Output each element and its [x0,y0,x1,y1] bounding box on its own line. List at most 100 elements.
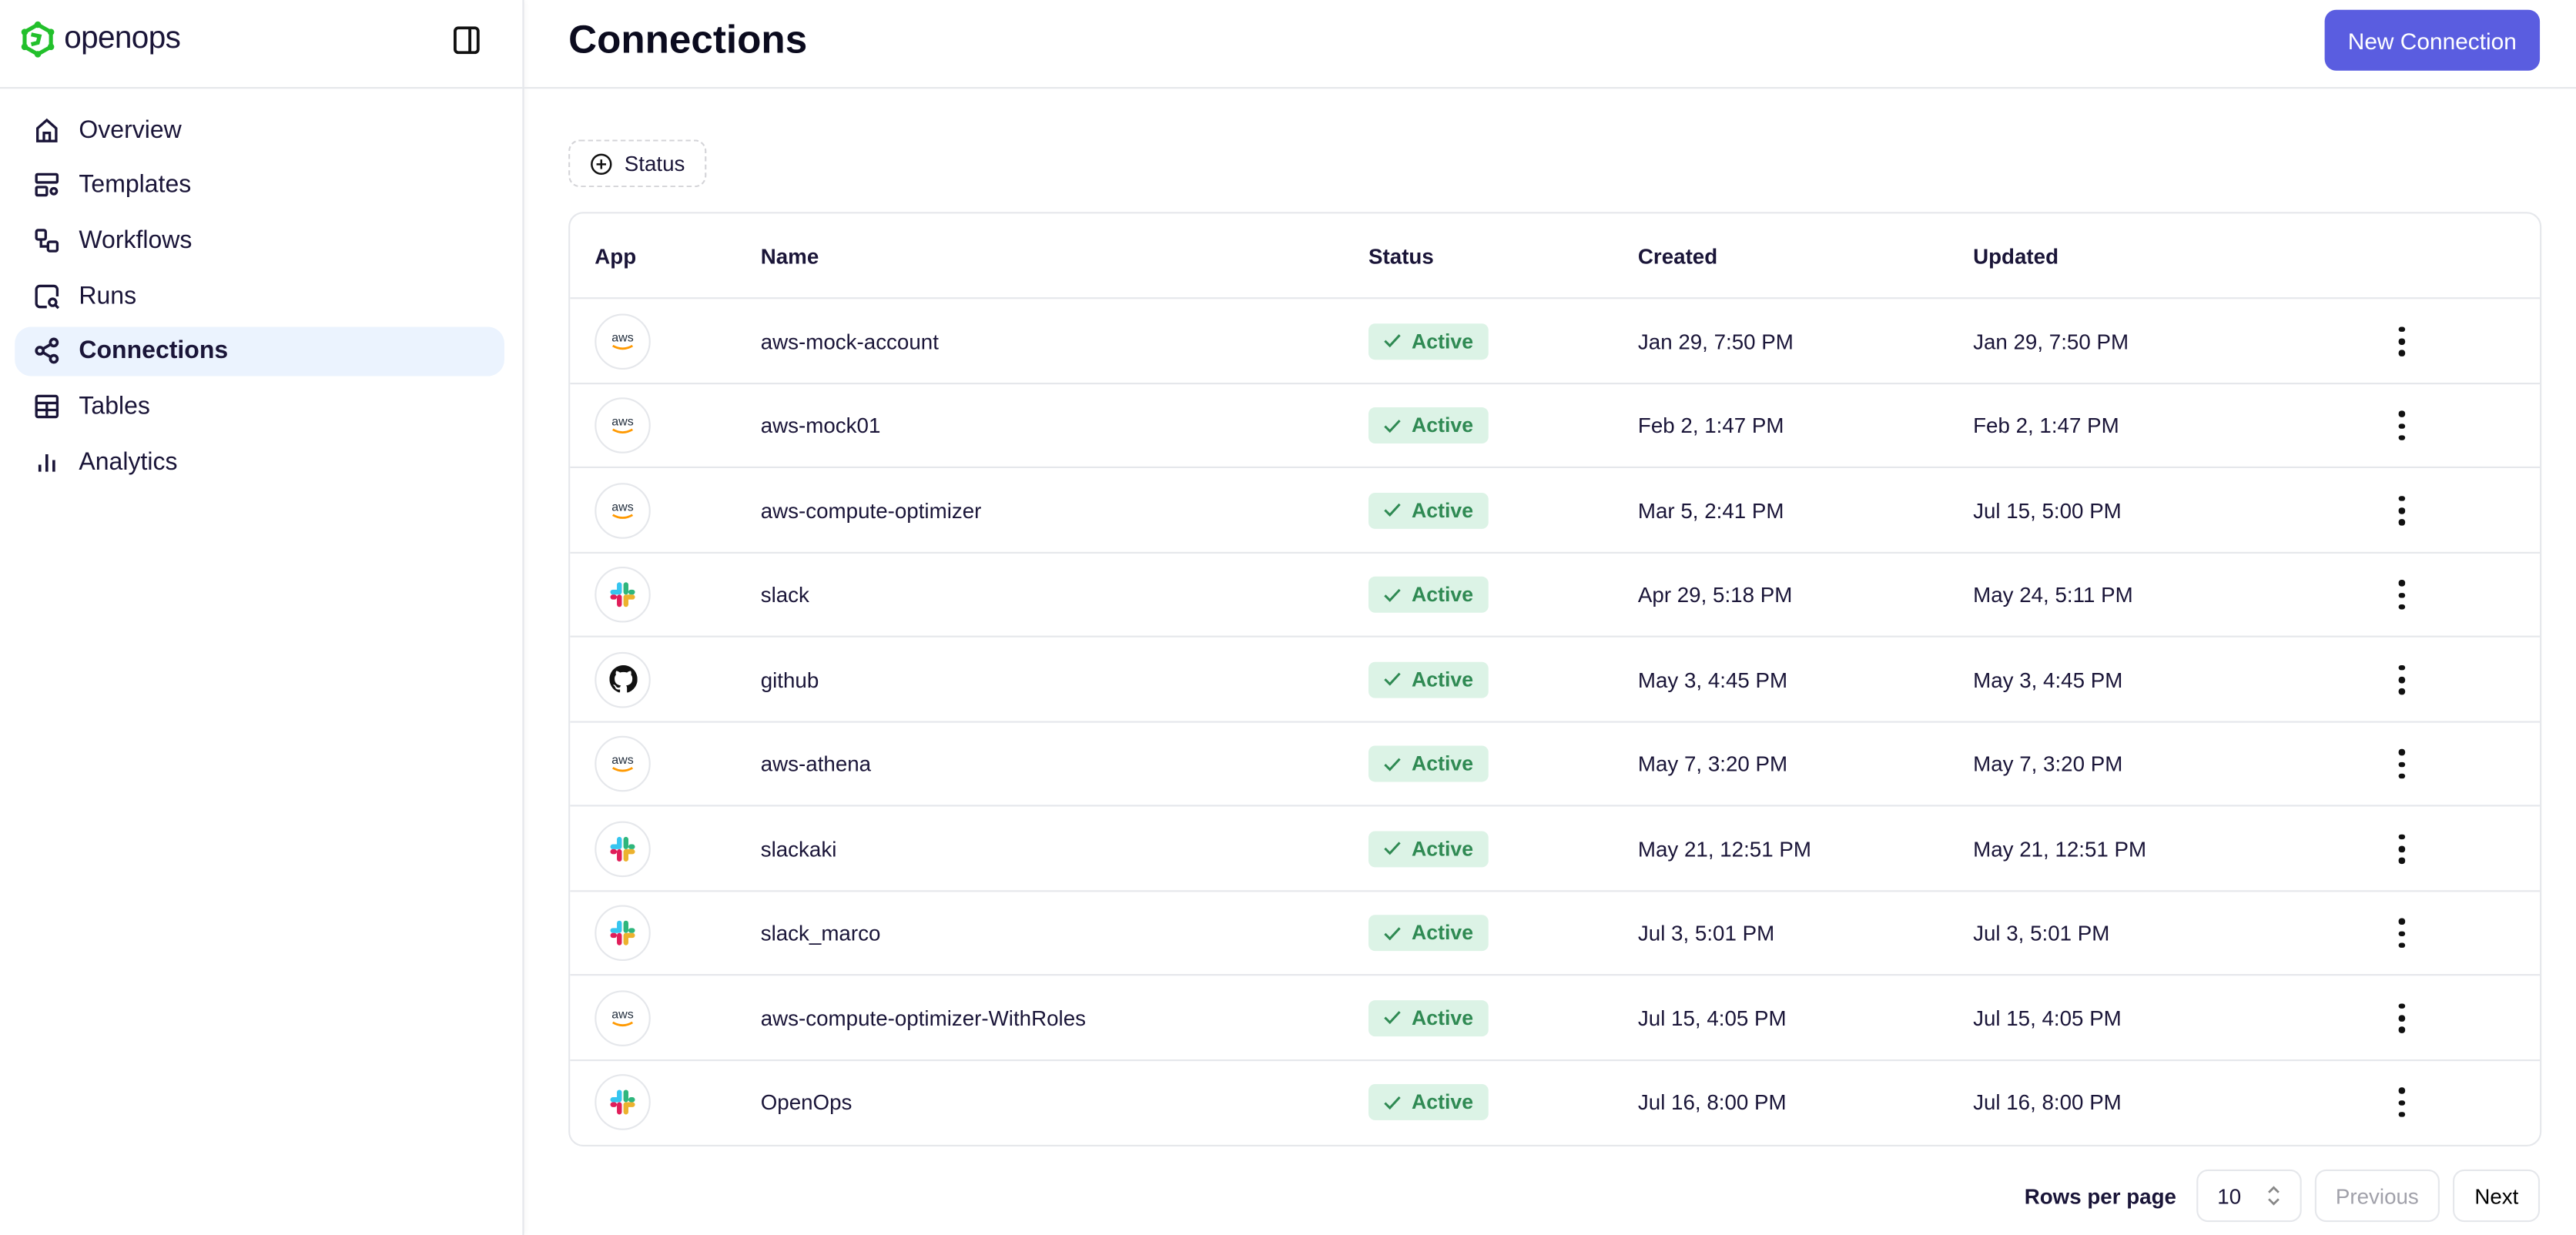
check-icon [1384,1096,1402,1109]
connections-table: App Name Status Created Updated aws aws-… [568,212,2542,1147]
app-icon-badge [595,567,651,624]
row-actions-button[interactable] [2393,663,2410,696]
connection-name: aws-compute-optimizer-WithRoles [760,1006,1087,1031]
status-badge: Active [1368,577,1489,614]
sidebar-item-label: Tables [79,392,150,420]
logo[interactable]: openops [20,20,181,59]
app-cell: aws [595,482,651,539]
table-row[interactable]: slackaki Active May 21, 12:51 PM May 21,… [570,805,2541,891]
table-row[interactable]: slack_marco Active Jul 3, 5:01 PM Jul 3,… [570,889,2541,976]
aws-icon: aws [611,416,634,434]
column-header-app[interactable]: App [595,243,637,268]
table-row[interactable]: aws aws-mock01 Active Feb 2, 1:47 PM Feb… [570,381,2541,468]
share-nodes-icon [35,338,59,364]
sidebar-item-analytics[interactable]: Analytics [15,437,504,487]
connection-name: aws-athena [760,751,872,777]
new-connection-button[interactable]: New Connection [2324,9,2541,71]
rows-per-page-select[interactable]: 10 [2196,1169,2302,1223]
table-row[interactable]: aws aws-compute-optimizer-WithRoles Acti… [570,974,2541,1060]
app-icon-badge [595,821,651,877]
row-actions-button[interactable] [2393,578,2410,611]
app-cell [595,567,651,624]
connection-name: github [760,667,819,692]
table-row[interactable]: github Active May 3, 4:45 PM May 3, 4:45… [570,635,2541,722]
svg-text:aws: aws [611,331,633,344]
sidebar-item-runs[interactable]: Runs [15,271,504,320]
connection-name: slack [760,582,809,607]
row-actions-button[interactable] [2393,325,2410,358]
table-header: App Name Status Created Updated [570,213,2540,297]
connection-name: aws-compute-optimizer [760,497,982,523]
connection-name: slackaki [760,836,837,862]
aws-icon: aws [611,500,634,519]
status-cell: Active [1368,577,1489,614]
next-page-button[interactable]: Next [2453,1169,2541,1223]
row-actions-button[interactable] [2393,748,2410,781]
connection-name: slack_marco [760,921,881,946]
row-actions-button[interactable] [2393,1002,2410,1035]
check-icon [1384,504,1402,517]
connection-name: OpenOps [760,1089,853,1115]
created-date: May 3, 4:45 PM [1637,667,1788,692]
row-actions-button[interactable] [2393,494,2410,527]
more-vertical-icon [2393,494,2410,527]
status-badge: Active [1368,492,1489,529]
slack-icon [610,1089,635,1115]
app-cell: aws [595,397,651,454]
row-actions-button[interactable] [2393,832,2410,865]
column-header-name[interactable]: Name [760,243,819,268]
app-cell: aws [595,989,651,1046]
aws-icon: aws [611,755,634,772]
status-filter-button[interactable]: Status [568,139,707,188]
updated-date: May 21, 12:51 PM [1973,836,2147,862]
status-badge: Active [1368,830,1489,867]
sidebar-item-overview[interactable]: Overview [15,105,504,155]
more-vertical-icon [2393,1086,2410,1120]
table-row[interactable]: aws aws-mock-account Active Jan 29, 7:50… [570,297,2541,383]
sidebar-item-templates[interactable]: Templates [15,160,504,209]
updated-date: Jul 15, 5:00 PM [1973,497,2122,523]
sidebar-item-label: Analytics [79,447,178,476]
sidebar-item-tables[interactable]: Tables [15,382,504,431]
status-badge: Active [1368,915,1489,952]
chevron-up-down-icon [2267,1186,2280,1206]
table-row[interactable]: OpenOps Active Jul 16, 8:00 PM Jul 16, 8… [570,1058,2541,1145]
row-actions-button[interactable] [2393,1086,2410,1120]
more-vertical-icon [2393,832,2410,865]
updated-date: May 24, 5:11 PM [1973,582,2133,607]
previous-page-button[interactable]: Previous [2314,1169,2440,1223]
table-row[interactable]: slack Active Apr 29, 5:18 PM May 24, 5:1… [570,551,2541,638]
status-cell: Active [1368,915,1489,952]
status-cell: Active [1368,661,1489,698]
column-header-updated[interactable]: Updated [1973,243,2059,268]
column-header-status[interactable]: Status [1368,243,1434,268]
check-icon [1384,758,1402,771]
updated-date: May 7, 3:20 PM [1973,751,2123,777]
updated-date: Jul 3, 5:01 PM [1973,921,2110,946]
connection-name: aws-mock01 [760,413,881,439]
more-vertical-icon [2393,748,2410,781]
created-date: May 21, 12:51 PM [1637,836,1811,862]
sidebar-item-connections[interactable]: Connections [15,326,504,376]
column-header-created[interactable]: Created [1637,243,1718,268]
pagination: Rows per page 10 Previous Next [2025,1169,2541,1223]
app-cell [595,1074,651,1131]
status-cell: Active [1368,407,1489,444]
table-icon [35,394,59,419]
status-text: Active [1412,837,1474,861]
status-text: Active [1412,414,1474,437]
app-icon-badge: aws [595,482,651,539]
app-cell: aws [595,313,651,370]
sidebar-item-workflows[interactable]: Workflows [15,216,504,265]
app-icon-badge [595,1074,651,1131]
row-actions-button[interactable] [2393,410,2410,443]
sidebar-toggle-icon[interactable] [454,26,480,55]
table-row[interactable]: aws aws-compute-optimizer Active Mar 5, … [570,466,2541,553]
created-date: May 7, 3:20 PM [1637,751,1788,777]
status-text: Active [1412,330,1474,353]
app-icon-badge: aws [595,989,651,1046]
table-row[interactable]: aws aws-athena Active May 7, 3:20 PM May… [570,720,2541,806]
row-actions-button[interactable] [2393,917,2410,950]
page-header: Connections New Connection [524,0,2576,89]
sidebar: openops Overview Templates Workflows Run… [0,0,524,1235]
